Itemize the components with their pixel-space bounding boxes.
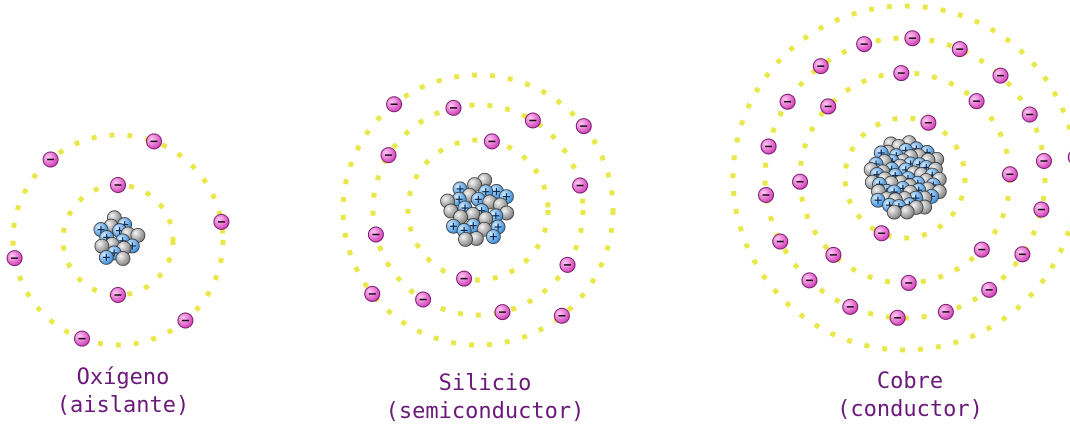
electron-copper bbox=[1001, 166, 1018, 183]
atom-kind-silicon: (semiconductor) bbox=[385, 399, 585, 424]
electron-oxygen bbox=[6, 250, 23, 267]
electron-copper bbox=[856, 36, 873, 53]
electron-copper bbox=[801, 272, 818, 289]
electron-copper bbox=[760, 138, 777, 155]
orbit-silicon-2 bbox=[370, 102, 586, 318]
electron-oxygen bbox=[213, 213, 230, 230]
electron-oxygen bbox=[110, 177, 126, 193]
electron-copper bbox=[893, 65, 910, 82]
electron-oxygen bbox=[42, 151, 59, 168]
orbit-oxygen-1 bbox=[60, 182, 176, 298]
orbit-silicon-3 bbox=[340, 72, 616, 348]
electron-silicon bbox=[553, 307, 570, 324]
atom-copper bbox=[730, 3, 1070, 353]
electron-copper bbox=[779, 93, 796, 110]
electron-oxygen bbox=[110, 287, 126, 303]
electron-copper bbox=[920, 114, 937, 131]
electron-copper bbox=[758, 187, 775, 204]
electron-copper bbox=[973, 241, 990, 258]
atom-name-silicon: Silicio bbox=[438, 371, 532, 396]
electron-silicon bbox=[494, 304, 511, 321]
caption-oxygen: Oxígeno (aislante) bbox=[18, 364, 228, 420]
electron-copper bbox=[1033, 201, 1050, 218]
electron-copper bbox=[937, 303, 954, 320]
electron-silicon bbox=[380, 147, 397, 164]
electron-silicon bbox=[415, 291, 432, 308]
electron-silicon bbox=[386, 96, 403, 113]
electron-silicon bbox=[572, 177, 589, 194]
electron-silicon bbox=[456, 270, 473, 287]
caption-silicon: Silicio (semiconductor) bbox=[340, 370, 630, 426]
electron-copper bbox=[900, 274, 917, 291]
electron-oxygen bbox=[177, 312, 194, 329]
electron-silicon bbox=[364, 285, 381, 302]
atom-name-oxygen: Oxígeno bbox=[76, 365, 170, 390]
electron-copper bbox=[968, 93, 985, 110]
atom-silicon bbox=[340, 72, 616, 348]
electron-copper bbox=[842, 298, 859, 315]
electron-silicon bbox=[575, 118, 592, 135]
atom-oxygen bbox=[6, 132, 230, 348]
electron-silicon bbox=[524, 112, 541, 129]
electron-copper bbox=[1035, 152, 1052, 169]
electron-copper bbox=[904, 30, 921, 47]
orbit-copper-4 bbox=[730, 3, 1070, 353]
nucleus-silicon bbox=[440, 172, 515, 247]
proton bbox=[98, 250, 114, 265]
electron-copper bbox=[772, 233, 789, 250]
electron-silicon bbox=[367, 226, 384, 243]
electron-copper bbox=[981, 281, 998, 298]
nucleus-copper bbox=[863, 135, 947, 220]
electron-copper bbox=[951, 41, 968, 58]
electron-copper bbox=[873, 225, 890, 242]
neutron bbox=[886, 204, 902, 220]
electron-copper bbox=[992, 67, 1009, 84]
proton bbox=[485, 229, 501, 245]
electron-copper bbox=[1021, 106, 1038, 123]
neutron bbox=[115, 251, 131, 266]
electron-silicon bbox=[483, 133, 500, 150]
atom-name-copper: Cobre bbox=[876, 369, 944, 394]
nucleus-oxygen bbox=[93, 210, 146, 266]
orbit-copper-1 bbox=[842, 115, 968, 241]
neutron bbox=[458, 231, 473, 247]
electron-oxygen bbox=[146, 133, 163, 150]
electron-copper bbox=[812, 58, 829, 75]
atom-kind-copper: (conductor) bbox=[837, 397, 983, 422]
caption-copper: Cobre (conductor) bbox=[800, 368, 1020, 424]
electron-silicon bbox=[445, 99, 462, 116]
electron-copper bbox=[889, 309, 906, 326]
atom-kind-oxygen: (aislante) bbox=[56, 393, 190, 418]
neutron bbox=[899, 204, 915, 220]
orbit-oxygen-2 bbox=[10, 132, 226, 348]
electron-copper bbox=[1014, 246, 1031, 263]
electron-oxygen bbox=[73, 330, 90, 347]
electron-copper bbox=[792, 173, 809, 190]
electron-copper bbox=[820, 98, 837, 115]
proton bbox=[470, 191, 486, 207]
electron-copper bbox=[825, 246, 842, 263]
proton bbox=[870, 192, 886, 208]
orbit-silicon-1 bbox=[405, 137, 551, 283]
electron-silicon bbox=[559, 256, 576, 273]
